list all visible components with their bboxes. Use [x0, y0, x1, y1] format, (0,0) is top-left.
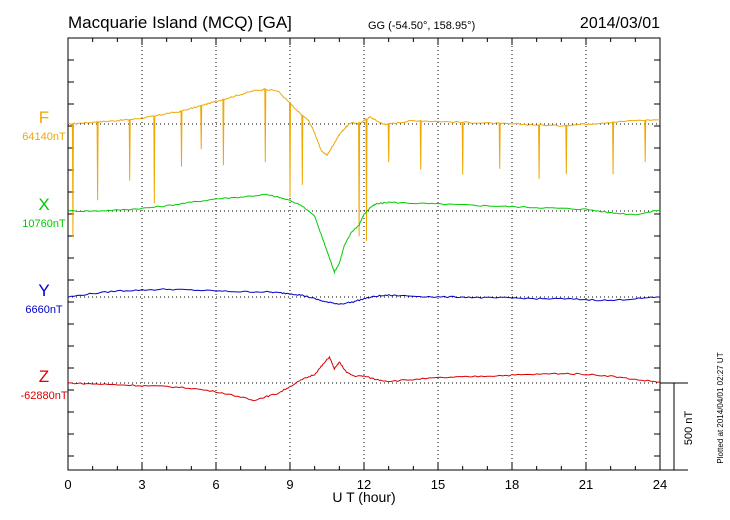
x-tick-label-6: 6	[212, 477, 219, 492]
plotted-timestamp: Plotted at 2014/04/01 02:27 UT	[716, 352, 725, 463]
series-baseline-f: 64140nT	[22, 131, 66, 143]
x-tick-label-0: 0	[64, 477, 71, 492]
series-baseline-y: 6660nT	[25, 304, 63, 316]
x-tick-label-18: 18	[505, 477, 519, 492]
series-baseline-x: 10760nT	[22, 218, 66, 230]
station-title: Macquarie Island (MCQ) [GA]	[68, 13, 292, 32]
series-line-f	[67, 87, 661, 241]
series-name-f: F	[39, 108, 49, 127]
grid	[141, 38, 587, 470]
series-baseline-z: -62880nT	[20, 390, 67, 402]
series-name-y: Y	[38, 281, 49, 300]
scale-bar-label: 500 nT	[683, 411, 695, 446]
series-name-z: Z	[39, 367, 49, 386]
x-tick-label-24: 24	[653, 477, 667, 492]
series-line-z	[68, 355, 660, 402]
x-tick-label-9: 9	[286, 477, 293, 492]
date-label: 2014/03/01	[580, 15, 660, 32]
x-tick-label-12: 12	[357, 477, 371, 492]
axis-ticks: 0 3 6 9 12 15 18 21 24	[64, 38, 667, 492]
baselines	[68, 123, 660, 384]
scale-bar: 500 nT	[660, 382, 695, 471]
series-layer	[67, 87, 661, 402]
coords-label: GG (-54.50°, 158.95°)	[368, 20, 475, 32]
series-line-x	[67, 193, 661, 275]
series-labels: F 64140nT X 10760nT Y 6660nT Z -62880nT	[20, 108, 67, 402]
series-line-y	[67, 288, 660, 305]
x-tick-label-3: 3	[138, 477, 145, 492]
x-tick-label-15: 15	[431, 477, 445, 492]
series-name-x: X	[38, 195, 49, 214]
x-axis-label: U T (hour)	[332, 489, 395, 505]
x-tick-label-21: 21	[579, 477, 593, 492]
